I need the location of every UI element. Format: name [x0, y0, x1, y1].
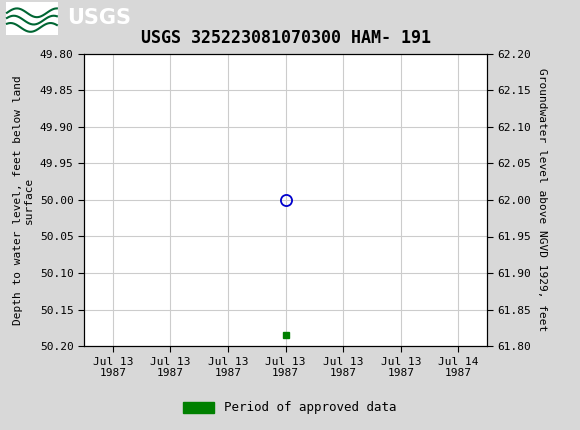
Bar	[6, 2, 58, 35]
Legend: Period of approved data: Period of approved data	[178, 396, 402, 419]
Text: USGS: USGS	[67, 8, 130, 28]
Y-axis label: Groundwater level above NGVD 1929, feet: Groundwater level above NGVD 1929, feet	[537, 68, 547, 332]
Title: USGS 325223081070300 HAM- 191: USGS 325223081070300 HAM- 191	[140, 29, 430, 46]
Y-axis label: Depth to water level, feet below land
surface: Depth to water level, feet below land su…	[13, 75, 34, 325]
